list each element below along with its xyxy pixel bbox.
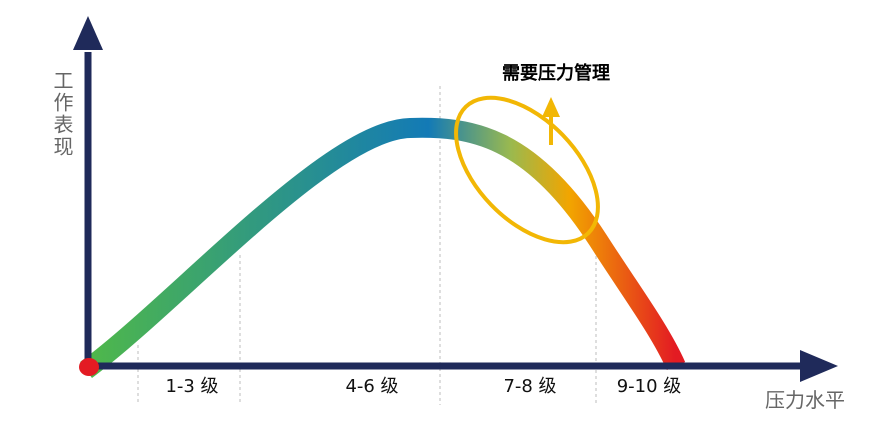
- stage-label-2: 4-6 级: [345, 376, 399, 397]
- stage-label-4: 9-10 级: [616, 376, 682, 397]
- y-axis-arrow-icon: [73, 16, 103, 50]
- stress-management-highlight: [454, 95, 600, 245]
- performance-curve: [80, 117, 686, 379]
- annotation-arrow-icon: [542, 97, 560, 117]
- x-axis-arrow-icon: [800, 350, 838, 382]
- origin-marker: [79, 358, 99, 376]
- stage-label-3: 7-8 级: [503, 376, 557, 397]
- y-axis-label: 工作表现: [50, 70, 74, 158]
- stress-management-annotation: 需要压力管理: [502, 63, 610, 84]
- x-axis-label: 压力水平: [765, 388, 845, 412]
- stage-label-1: 1-3 级: [165, 376, 219, 397]
